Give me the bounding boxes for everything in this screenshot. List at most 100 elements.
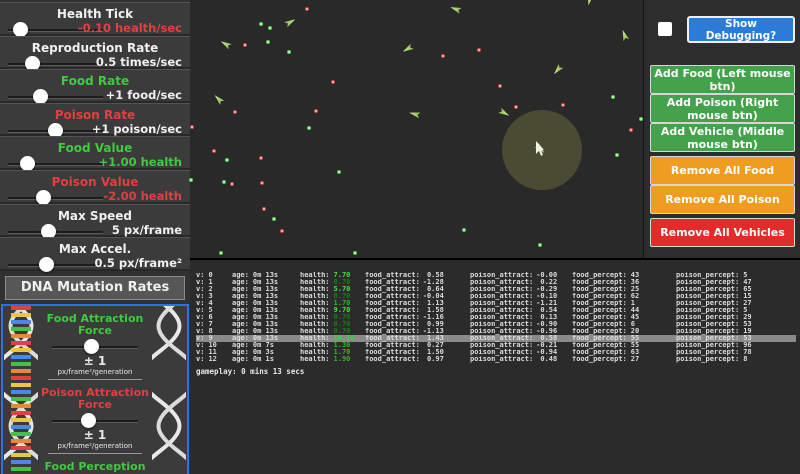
controls-sidebar: Health Tick -0.10 health/sec Reproductio… xyxy=(0,0,190,474)
action-buttons: Add Food (Left mouse btn) Add Poison (Rig… xyxy=(650,65,795,247)
poison-dot xyxy=(233,110,237,114)
poison-dot xyxy=(260,181,264,185)
table-row: v: 4 age: 0m 13s health: 1.70 food_attract: 1.1… xyxy=(196,300,752,307)
dna-mutation-panel: Food Attraction Force ± 1 px/frame²/gene… xyxy=(1,304,189,474)
table-row: v: 8 age: 0m 13s health: 0.70 food_attract: -1.… xyxy=(196,328,752,335)
slider-track[interactable] xyxy=(8,22,103,37)
dna-slider-label: Food Attraction Force xyxy=(46,312,144,337)
dna-slider-thumb[interactable] xyxy=(83,339,99,354)
slider-track[interactable] xyxy=(8,257,103,273)
dna-slider-item: Poison Attraction Force ± 1 px/frame²/ge… xyxy=(39,387,151,454)
food-dot xyxy=(538,243,542,247)
action-button[interactable]: Remove All Food xyxy=(650,156,795,185)
poison-dot xyxy=(280,229,284,233)
slider-label: Reproduction Rate xyxy=(31,40,159,55)
slider-value: 0.5 px/frame² xyxy=(94,256,182,271)
dna-slider-track[interactable] xyxy=(52,413,138,428)
slider-section: Max Speed 5 px/frame xyxy=(0,203,190,239)
vehicle-triangle xyxy=(585,0,595,6)
action-button[interactable]: Remove All Vehicles xyxy=(650,218,795,247)
slider-section: Health Tick -0.10 health/sec xyxy=(0,2,190,37)
vehicle-triangle xyxy=(498,107,512,119)
slider-track[interactable] xyxy=(8,156,103,172)
show-debugging-button[interactable]: Show Debugging? xyxy=(687,16,795,43)
slider-thumb[interactable] xyxy=(47,122,63,138)
slider-thumb[interactable] xyxy=(13,22,29,37)
table-row: v: 3 age: 0m 13s health: 0.70 food_attract: -0.… xyxy=(196,293,752,300)
slider-thumb[interactable] xyxy=(39,257,54,273)
action-button[interactable]: Add Vehicle (Middle mouse btn) xyxy=(650,123,795,152)
food-dot xyxy=(611,95,615,99)
food-dot xyxy=(337,170,341,174)
food-dot xyxy=(222,180,226,184)
table-row: v: 9 age: 0m 13s health: 18.70 food_attract: 1.… xyxy=(196,335,796,342)
simulation-canvas[interactable] xyxy=(189,0,644,258)
slider-label: Poison Value xyxy=(51,174,139,189)
food-dot xyxy=(639,117,643,121)
dna-rungs-decoration xyxy=(11,306,31,474)
slider-label: Health Tick xyxy=(56,7,134,21)
slider-thumb[interactable] xyxy=(36,189,52,205)
vehicle-triangle xyxy=(401,43,415,55)
mouse-cursor-icon xyxy=(536,141,544,156)
slider-thumb[interactable] xyxy=(24,55,40,71)
slider-thumb[interactable] xyxy=(33,89,49,105)
vehicle-triangle xyxy=(449,3,462,14)
vehicle-triangle xyxy=(408,109,421,120)
table-row: v: 0 age: 0m 13s health: 7.70 food_attract: 0.5… xyxy=(196,272,748,279)
vehicle-stats-table: v: 0 age: 0m 13s health: 7.70 food_attract: 0.5… xyxy=(196,272,796,363)
food-dot xyxy=(307,126,311,130)
food-dot xyxy=(353,251,357,255)
slider-section: Food Rate +1 food/sec xyxy=(0,69,190,105)
food-dot xyxy=(287,50,291,54)
slider-section: Max Accel. 0.5 px/frame² xyxy=(0,237,190,273)
food-dot xyxy=(266,40,270,44)
slider-value: 0.5 times/sec xyxy=(95,54,182,69)
slider-value: -0.10 health/sec xyxy=(77,21,182,35)
poison-dot xyxy=(190,125,194,129)
dna-slider-label: Poison Attraction Force xyxy=(41,386,149,411)
poison-dot xyxy=(305,7,309,11)
vehicle-triangle xyxy=(212,92,225,105)
action-button[interactable]: Add Poison (Right mouse btn) xyxy=(650,94,795,123)
canvas-bottom-border xyxy=(190,258,800,260)
dna-helix-icon xyxy=(152,306,186,461)
show-debugging-checkbox[interactable] xyxy=(658,22,672,36)
poison-dot xyxy=(331,80,335,84)
dna-slider-thumb[interactable] xyxy=(81,413,97,428)
slider-label: Poison Rate xyxy=(54,107,136,122)
slider-track[interactable] xyxy=(8,55,103,71)
poison-dot xyxy=(498,84,502,88)
debug-row: Show Debugging? xyxy=(650,16,795,44)
button-panel: Show Debugging? Add Food (Left mouse btn… xyxy=(644,0,800,258)
slider-track[interactable] xyxy=(8,89,103,105)
dna-slider-label: Food Perception Radius xyxy=(44,460,146,474)
poison-dot xyxy=(314,109,318,113)
gameplay-time: gameplay: 0 mins 13 secs xyxy=(196,367,305,376)
main-area: Show Debugging? Add Food (Left mouse btn… xyxy=(189,0,800,474)
table-row: v: 11 age: 0m 3s health: 1.70 food_attract: 1.5… xyxy=(196,349,752,356)
action-button[interactable]: Add Food (Left mouse btn) xyxy=(650,65,795,94)
dna-slider-track[interactable] xyxy=(52,339,138,354)
slider-track[interactable] xyxy=(8,189,103,205)
dna-mutation-rates-header[interactable]: DNA Mutation Rates xyxy=(5,276,185,300)
slider-thumb[interactable] xyxy=(40,223,56,239)
action-button[interactable]: Remove All Poison xyxy=(650,185,795,214)
slider-track[interactable] xyxy=(8,122,103,138)
vehicle-triangle xyxy=(551,63,564,77)
vehicle-triangle xyxy=(619,28,630,41)
table-row: v: 6 age: 0m 13s health: 0.70 food_attract: -1.… xyxy=(196,314,752,321)
slider-value: 5 px/frame xyxy=(111,222,182,237)
food-dot xyxy=(615,153,619,157)
poison-dot xyxy=(514,105,518,109)
vehicle-triangle xyxy=(284,16,298,28)
poison-dot xyxy=(561,103,565,107)
table-row: v: 5 age: 0m 13s health: 9.70 food_attract: 1.5… xyxy=(196,307,748,314)
slider-track[interactable] xyxy=(8,223,103,239)
poison-dot xyxy=(230,182,234,186)
table-row: v: 2 age: 0m 13s health: 5.70 food_attract: 0.6… xyxy=(196,286,752,293)
poison-dot xyxy=(262,207,266,211)
dna-mutation-amount: ± 1 px/frame²/generation xyxy=(48,428,142,454)
slider-thumb[interactable] xyxy=(20,156,35,172)
dna-mutation-amount: ± 1 px/frame²/generation xyxy=(48,354,142,380)
